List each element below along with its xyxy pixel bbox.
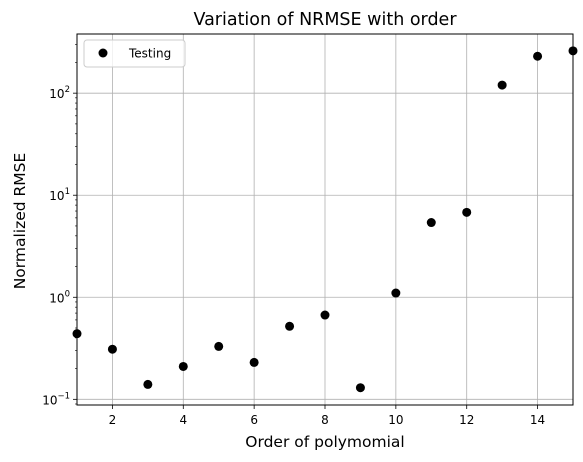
data-point <box>285 321 295 331</box>
data-point <box>107 344 117 354</box>
chart-title: Variation of NRMSE with order <box>193 10 457 30</box>
x-tick-label: 10 <box>388 413 403 427</box>
x-tick-label: 6 <box>250 413 258 427</box>
x-tick-label: 14 <box>530 413 545 427</box>
x-tick-label: 8 <box>321 413 329 427</box>
x-axis-label: Order of polymomial <box>245 433 404 451</box>
y-axis-label: Normalized RMSE <box>11 153 29 290</box>
legend-marker-testing <box>98 48 108 58</box>
data-point <box>391 288 401 298</box>
x-tick-label: 12 <box>459 413 474 427</box>
legend-box <box>83 39 186 68</box>
x-tick-label: 4 <box>179 413 187 427</box>
data-point <box>533 51 543 61</box>
data-point <box>143 379 153 389</box>
data-point <box>214 341 224 351</box>
data-point <box>426 218 436 228</box>
data-point <box>355 383 365 393</box>
x-tick-label: 2 <box>109 413 117 427</box>
data-point <box>249 357 259 367</box>
data-point <box>320 310 330 320</box>
data-point <box>178 361 188 371</box>
legend: Testing <box>83 39 186 68</box>
data-point <box>462 207 472 217</box>
grid <box>77 34 573 405</box>
legend-label-testing: Testing <box>128 47 171 61</box>
data-point <box>497 80 507 90</box>
